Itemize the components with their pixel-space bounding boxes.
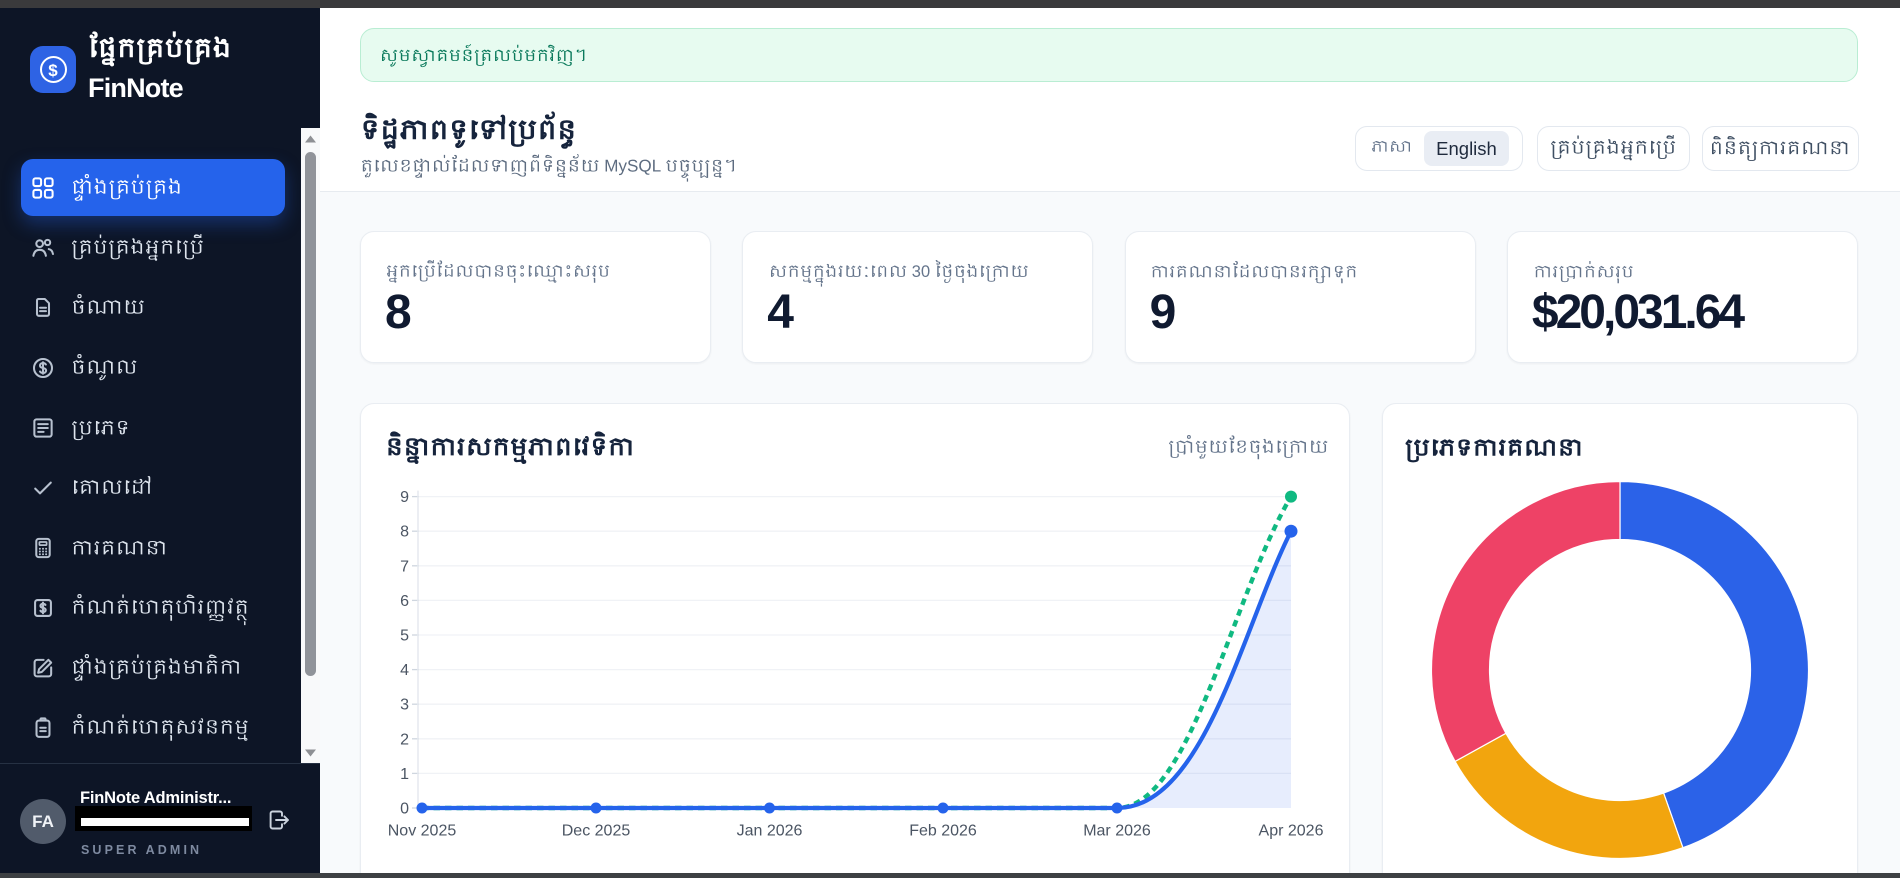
svg-text:Dec 2025: Dec 2025 <box>562 823 631 840</box>
svg-text:Apr 2026: Apr 2026 <box>1259 823 1324 840</box>
svg-text:8: 8 <box>400 524 409 541</box>
svg-text:4: 4 <box>400 662 409 679</box>
svg-text:6: 6 <box>400 593 409 610</box>
svg-text:1: 1 <box>400 766 409 783</box>
svg-text:5: 5 <box>400 628 409 645</box>
svg-text:Mar 2026: Mar 2026 <box>1083 823 1151 840</box>
svg-text:7: 7 <box>400 558 409 575</box>
svg-text:9: 9 <box>400 489 409 506</box>
svg-text:3: 3 <box>400 697 409 714</box>
svg-text:Feb 2026: Feb 2026 <box>909 823 977 840</box>
svg-text:2: 2 <box>400 731 409 748</box>
svg-text:0: 0 <box>400 801 409 818</box>
svg-text:Nov 2025: Nov 2025 <box>388 823 457 840</box>
svg-text:Jan 2026: Jan 2026 <box>737 823 803 840</box>
